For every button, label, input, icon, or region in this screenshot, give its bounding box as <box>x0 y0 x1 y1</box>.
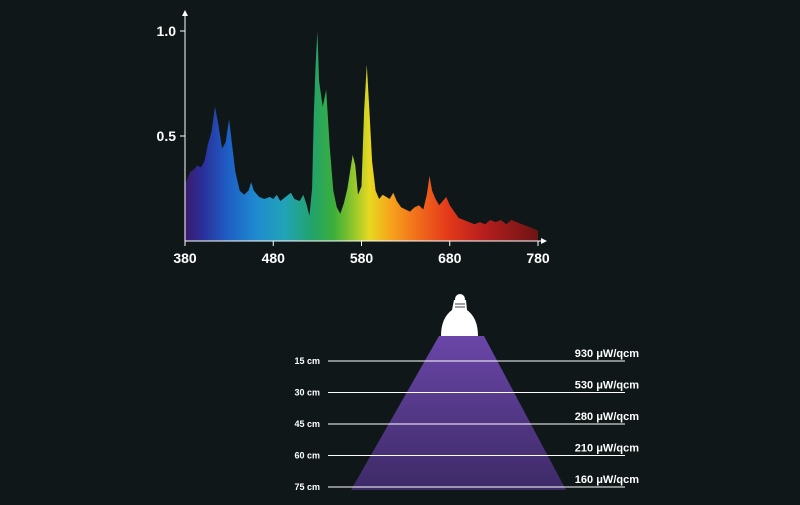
irradiance-label: 530 μW/qcm <box>575 380 639 392</box>
distance-label: 30 cm <box>294 388 320 398</box>
distance-label: 75 cm <box>294 482 320 492</box>
x-tick-label: 380 <box>173 250 197 266</box>
irradiance-label: 160 μW/qcm <box>575 474 639 486</box>
light-beam <box>351 336 566 490</box>
y-ticks: 1.0 0.5 <box>157 23 185 144</box>
x-tick-label: 480 <box>262 250 286 266</box>
spectrum-chart: 1.0 0.5 380 480 580 680 780 <box>157 10 550 266</box>
distance-rows: 15 cm 930 μW/qcm 30 cm 530 μW/qcm 45 cm 280 μ… <box>294 348 639 492</box>
y-tick-label: 1.0 <box>157 23 177 39</box>
spectrum-area <box>185 31 538 241</box>
chart-axes <box>182 10 547 244</box>
x-axis-arrow <box>541 238 547 244</box>
irradiance-label: 210 μW/qcm <box>575 443 639 455</box>
irradiance-label: 930 μW/qcm <box>575 348 639 360</box>
lamp-icon <box>441 294 478 336</box>
x-ticks: 380 480 580 680 780 <box>173 241 550 266</box>
y-axis-arrow <box>182 10 188 16</box>
x-tick-label: 580 <box>350 250 374 266</box>
distance-label: 45 cm <box>294 419 320 429</box>
lamp-irradiance-diagram: 15 cm 930 μW/qcm 30 cm 530 μW/qcm 45 cm 280 μ… <box>294 294 639 492</box>
distance-label: 15 cm <box>294 356 320 366</box>
irradiance-label: 280 μW/qcm <box>575 411 639 423</box>
distance-label: 60 cm <box>294 451 320 461</box>
y-tick-label: 0.5 <box>157 128 177 144</box>
x-tick-label: 680 <box>438 250 462 266</box>
x-tick-label: 780 <box>526 250 550 266</box>
